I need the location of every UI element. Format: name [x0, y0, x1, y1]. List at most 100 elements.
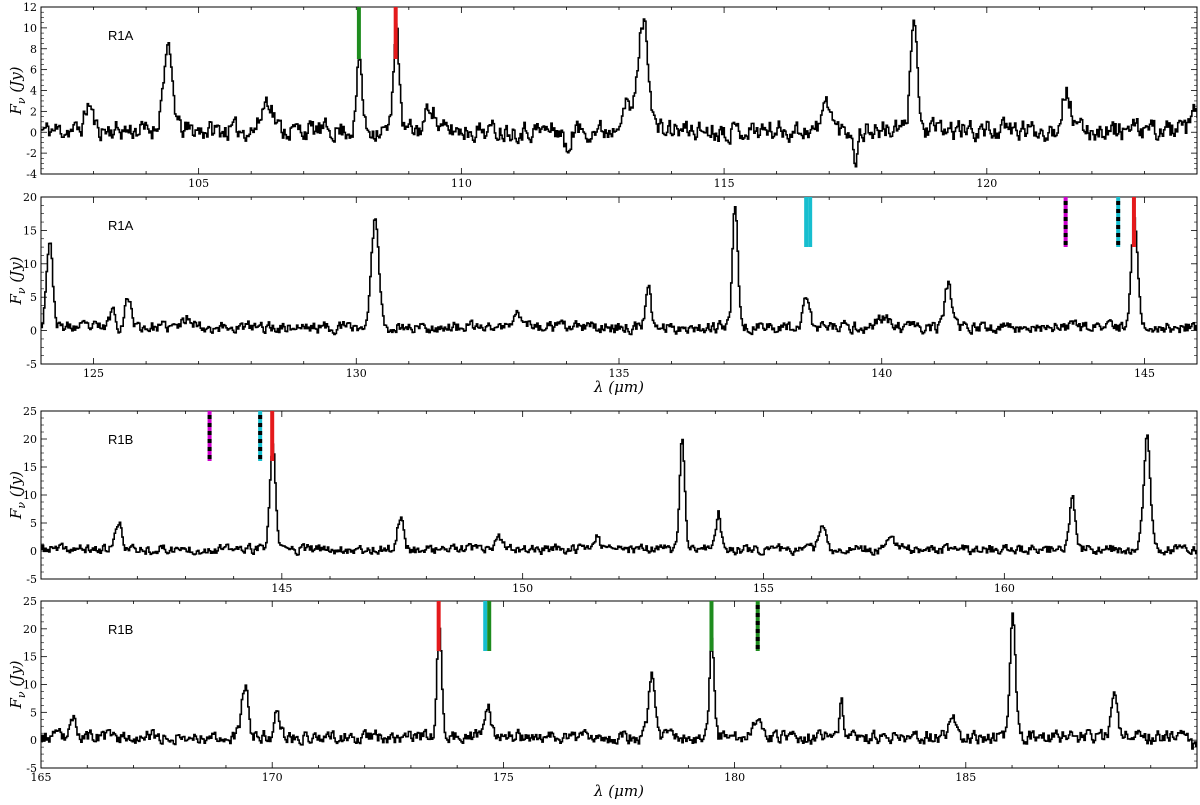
line-marker-bar	[258, 411, 263, 461]
line-marker-dash	[258, 447, 263, 451]
y-axis-label: Fν (Jy)	[7, 660, 28, 709]
spectrum-panel-3: 145 150 155 160 -5 0 5 10 15 20 25 R1B Fν (Jy)	[7, 405, 1198, 595]
plot-frame	[40, 196, 1198, 365]
line-marker-dash	[1063, 201, 1068, 205]
line-marker-bar	[1116, 197, 1121, 247]
line-marker-bar	[270, 411, 275, 461]
line-marker-dash	[1063, 209, 1068, 213]
panel-label: R1B	[108, 622, 133, 637]
y-axis-label: Fν (Jy)	[7, 66, 28, 115]
line-marker	[1063, 197, 1068, 247]
spectrum-line	[41, 612, 1197, 750]
line-marker	[356, 7, 361, 59]
y-tick-label: -2	[26, 147, 37, 160]
y-tick-label: 10	[23, 258, 37, 271]
line-marker-dash	[1116, 233, 1121, 237]
line-marker-bar	[755, 601, 760, 651]
spectrum-panel-2: 125 130 135 140 145 -5 0 5 10 15 20 R1A Fν (Jy) λ (μm…	[7, 191, 1198, 396]
line-marker-dash	[1063, 225, 1068, 229]
line-marker-bar	[207, 411, 212, 461]
line-marker-dash	[1063, 217, 1068, 221]
line-marker-dash	[258, 455, 263, 459]
y-tick-label: 4	[30, 85, 37, 98]
line-marker-dash	[755, 613, 760, 617]
line-marker-bar	[709, 601, 714, 651]
x-tick-label: 150	[512, 582, 533, 595]
line-marker-dash	[258, 415, 263, 419]
x-tick-label: 120	[976, 177, 997, 190]
line-marker-dash	[207, 439, 212, 443]
line-marker	[709, 601, 714, 651]
y-tick-label: -5	[26, 358, 37, 371]
line-marker-dash	[258, 423, 263, 427]
line-marker	[1131, 197, 1136, 247]
y-tick-label: 10	[23, 489, 37, 502]
line-marker-bar	[393, 7, 398, 59]
line-marker-bar	[1063, 197, 1068, 247]
line-marker-dash	[1116, 201, 1121, 205]
line-marker-dash	[755, 629, 760, 633]
y-tick-label: 0	[30, 126, 37, 139]
line-marker-dash	[1063, 241, 1068, 245]
x-tick-label: 165	[31, 771, 52, 784]
line-marker-dash	[207, 447, 212, 451]
line-marker	[483, 601, 492, 651]
y-tick-label: 0	[30, 325, 37, 338]
x-tick-label: 175	[493, 771, 514, 784]
y-tick-label: 10	[23, 679, 37, 692]
x-tick-label: 140	[871, 367, 892, 380]
line-marker	[804, 197, 813, 247]
line-marker-dash	[1116, 225, 1121, 229]
line-marker	[755, 601, 760, 651]
y-tick-label: 15	[23, 461, 37, 474]
line-marker-dash	[1116, 241, 1121, 245]
line-marker-dash	[258, 431, 263, 435]
y-tick-label: -5	[26, 573, 37, 586]
line-marker	[270, 411, 275, 461]
x-tick-label: 185	[955, 771, 976, 784]
y-tick-label: 5	[30, 517, 37, 530]
x-tick-label: 145	[271, 582, 292, 595]
y-tick-label: 2	[30, 105, 37, 118]
line-marker	[436, 601, 441, 651]
x-tick-label: 115	[714, 177, 735, 190]
line-marker-dash	[755, 645, 760, 649]
line-marker-dash	[1116, 217, 1121, 221]
line-marker-dash	[207, 415, 212, 419]
y-tick-label: 0	[30, 734, 37, 747]
panel-label: R1B	[108, 432, 133, 447]
y-tick-label: -4	[26, 168, 37, 181]
line-marker-dash	[1116, 209, 1121, 213]
line-marker-bar	[1131, 197, 1136, 247]
x-axis-label: λ (μm)	[593, 782, 644, 800]
x-tick-label: 170	[262, 771, 283, 784]
spectrum-panel-4: 165 170 175 180 185 -5 0 5 10 15 20 25 R1B Fν (Jy) λ (…	[7, 595, 1198, 800]
y-tick-label: 20	[23, 433, 37, 446]
line-marker	[207, 411, 212, 461]
panel-label: R1A	[108, 218, 134, 233]
x-tick-label: 125	[83, 367, 104, 380]
y-tick-label: 20	[23, 191, 37, 204]
line-marker-bar	[483, 601, 488, 651]
x-tick-label: 135	[609, 367, 630, 380]
line-marker	[258, 411, 263, 461]
y-tick-label: 12	[23, 1, 37, 14]
x-tick-label: 130	[346, 367, 367, 380]
spectrum-line	[41, 18, 1197, 168]
line-marker-dash	[755, 637, 760, 641]
y-tick-label: 5	[30, 291, 37, 304]
y-tick-label: 6	[30, 64, 37, 77]
line-marker-bar	[436, 601, 441, 651]
line-marker-dash	[258, 439, 263, 443]
line-marker-bar	[356, 7, 361, 59]
line-marker	[393, 7, 398, 59]
y-axis-label: Fν (Jy)	[7, 256, 28, 305]
x-tick-label: 160	[994, 582, 1015, 595]
x-tick-label: 110	[451, 177, 472, 190]
y-tick-label: 15	[23, 651, 37, 664]
x-tick-label: 180	[724, 771, 745, 784]
line-marker-dash	[755, 605, 760, 609]
line-marker-dash	[1063, 233, 1068, 237]
y-axis-label: Fν (Jy)	[7, 471, 28, 520]
x-tick-label: 155	[753, 582, 774, 595]
